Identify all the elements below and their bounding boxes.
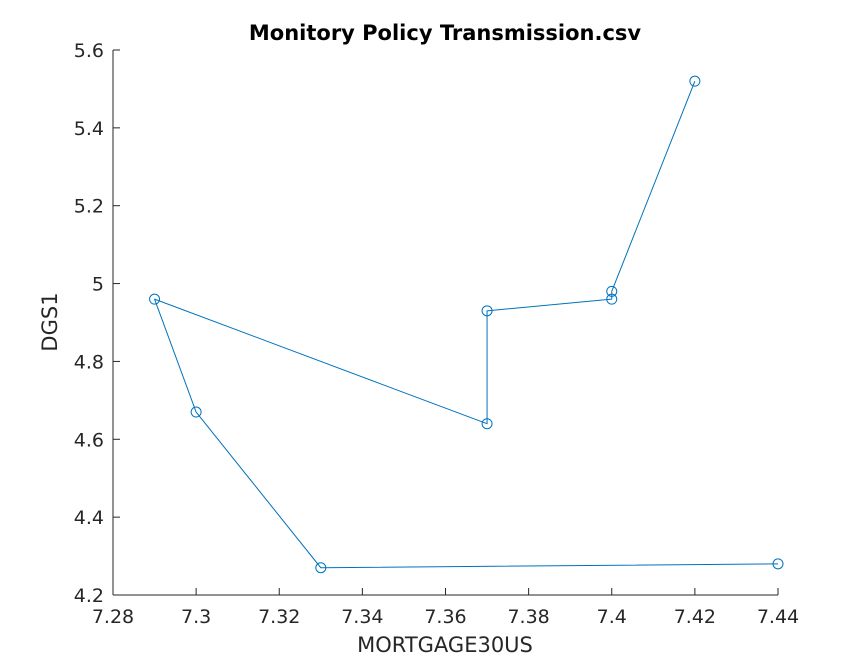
plot-series (149, 75, 784, 574)
x-tick-label: 7.36 (424, 606, 466, 628)
x-axis-title: MORTGAGE30US (357, 633, 533, 657)
y-tick-label: 4.8 (74, 351, 104, 373)
y-tick-label: 5.6 (74, 40, 104, 62)
data-point-marker (772, 558, 784, 570)
data-point-marker (481, 418, 493, 430)
data-point-marker (689, 75, 701, 87)
x-tick-label: 7.3 (181, 606, 211, 628)
data-point-marker (149, 293, 161, 305)
data-point-marker (606, 285, 618, 297)
x-tick-label: 7.32 (258, 606, 300, 628)
y-tick-label: 5.4 (74, 118, 104, 140)
y-tick-label: 4.2 (74, 585, 104, 607)
x-tick-label: 7.28 (92, 606, 134, 628)
axes: 7.28 7.3 7.32 7.34 7.36 7.38 7.4 7.42 7.44 4.2 4.4… (74, 40, 799, 628)
x-tick-label: 7.42 (674, 606, 716, 628)
data-point-marker (606, 293, 618, 305)
x-tick-label: 7.34 (341, 606, 383, 628)
y-axis-title: DGS1 (38, 292, 62, 351)
x-tick-label: 7.44 (757, 606, 799, 628)
y-tick-label: 5 (92, 274, 104, 296)
x-tick-label: 7.38 (507, 606, 549, 628)
data-point-marker (315, 562, 327, 574)
y-tick-label: 5.2 (74, 196, 104, 218)
y-tick-label: 4.4 (74, 507, 104, 529)
data-point-marker (190, 406, 202, 418)
y-tick-label: 4.6 (74, 429, 104, 451)
x-tick-label: 7.4 (597, 606, 627, 628)
chart-title: Monitory Policy Transmission.csv (249, 21, 642, 45)
data-point-marker (481, 305, 493, 317)
